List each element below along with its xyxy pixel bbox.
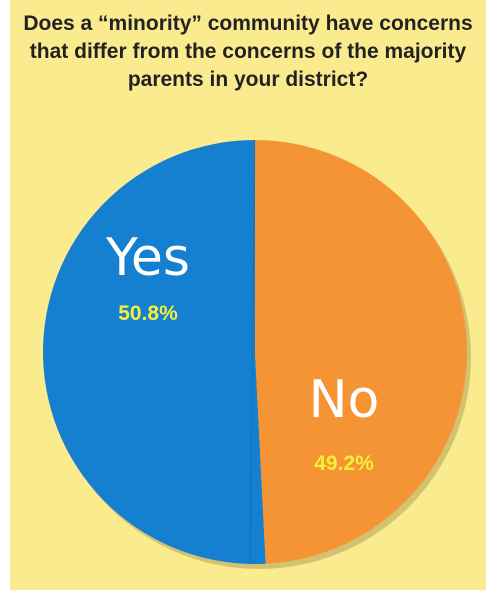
slice-label-yes: Yes	[105, 228, 190, 288]
slice-divider	[249, 139, 256, 565]
slice-percent-no: 49.2%	[314, 452, 374, 475]
pie-slice-no	[255, 140, 467, 564]
pie-slice-yes	[42, 140, 266, 564]
chart-title: Does a “minority” community have concern…	[23, 12, 473, 91]
slice-percent-yes: 50.8%	[118, 302, 178, 325]
slice-label-no: No	[309, 370, 380, 430]
